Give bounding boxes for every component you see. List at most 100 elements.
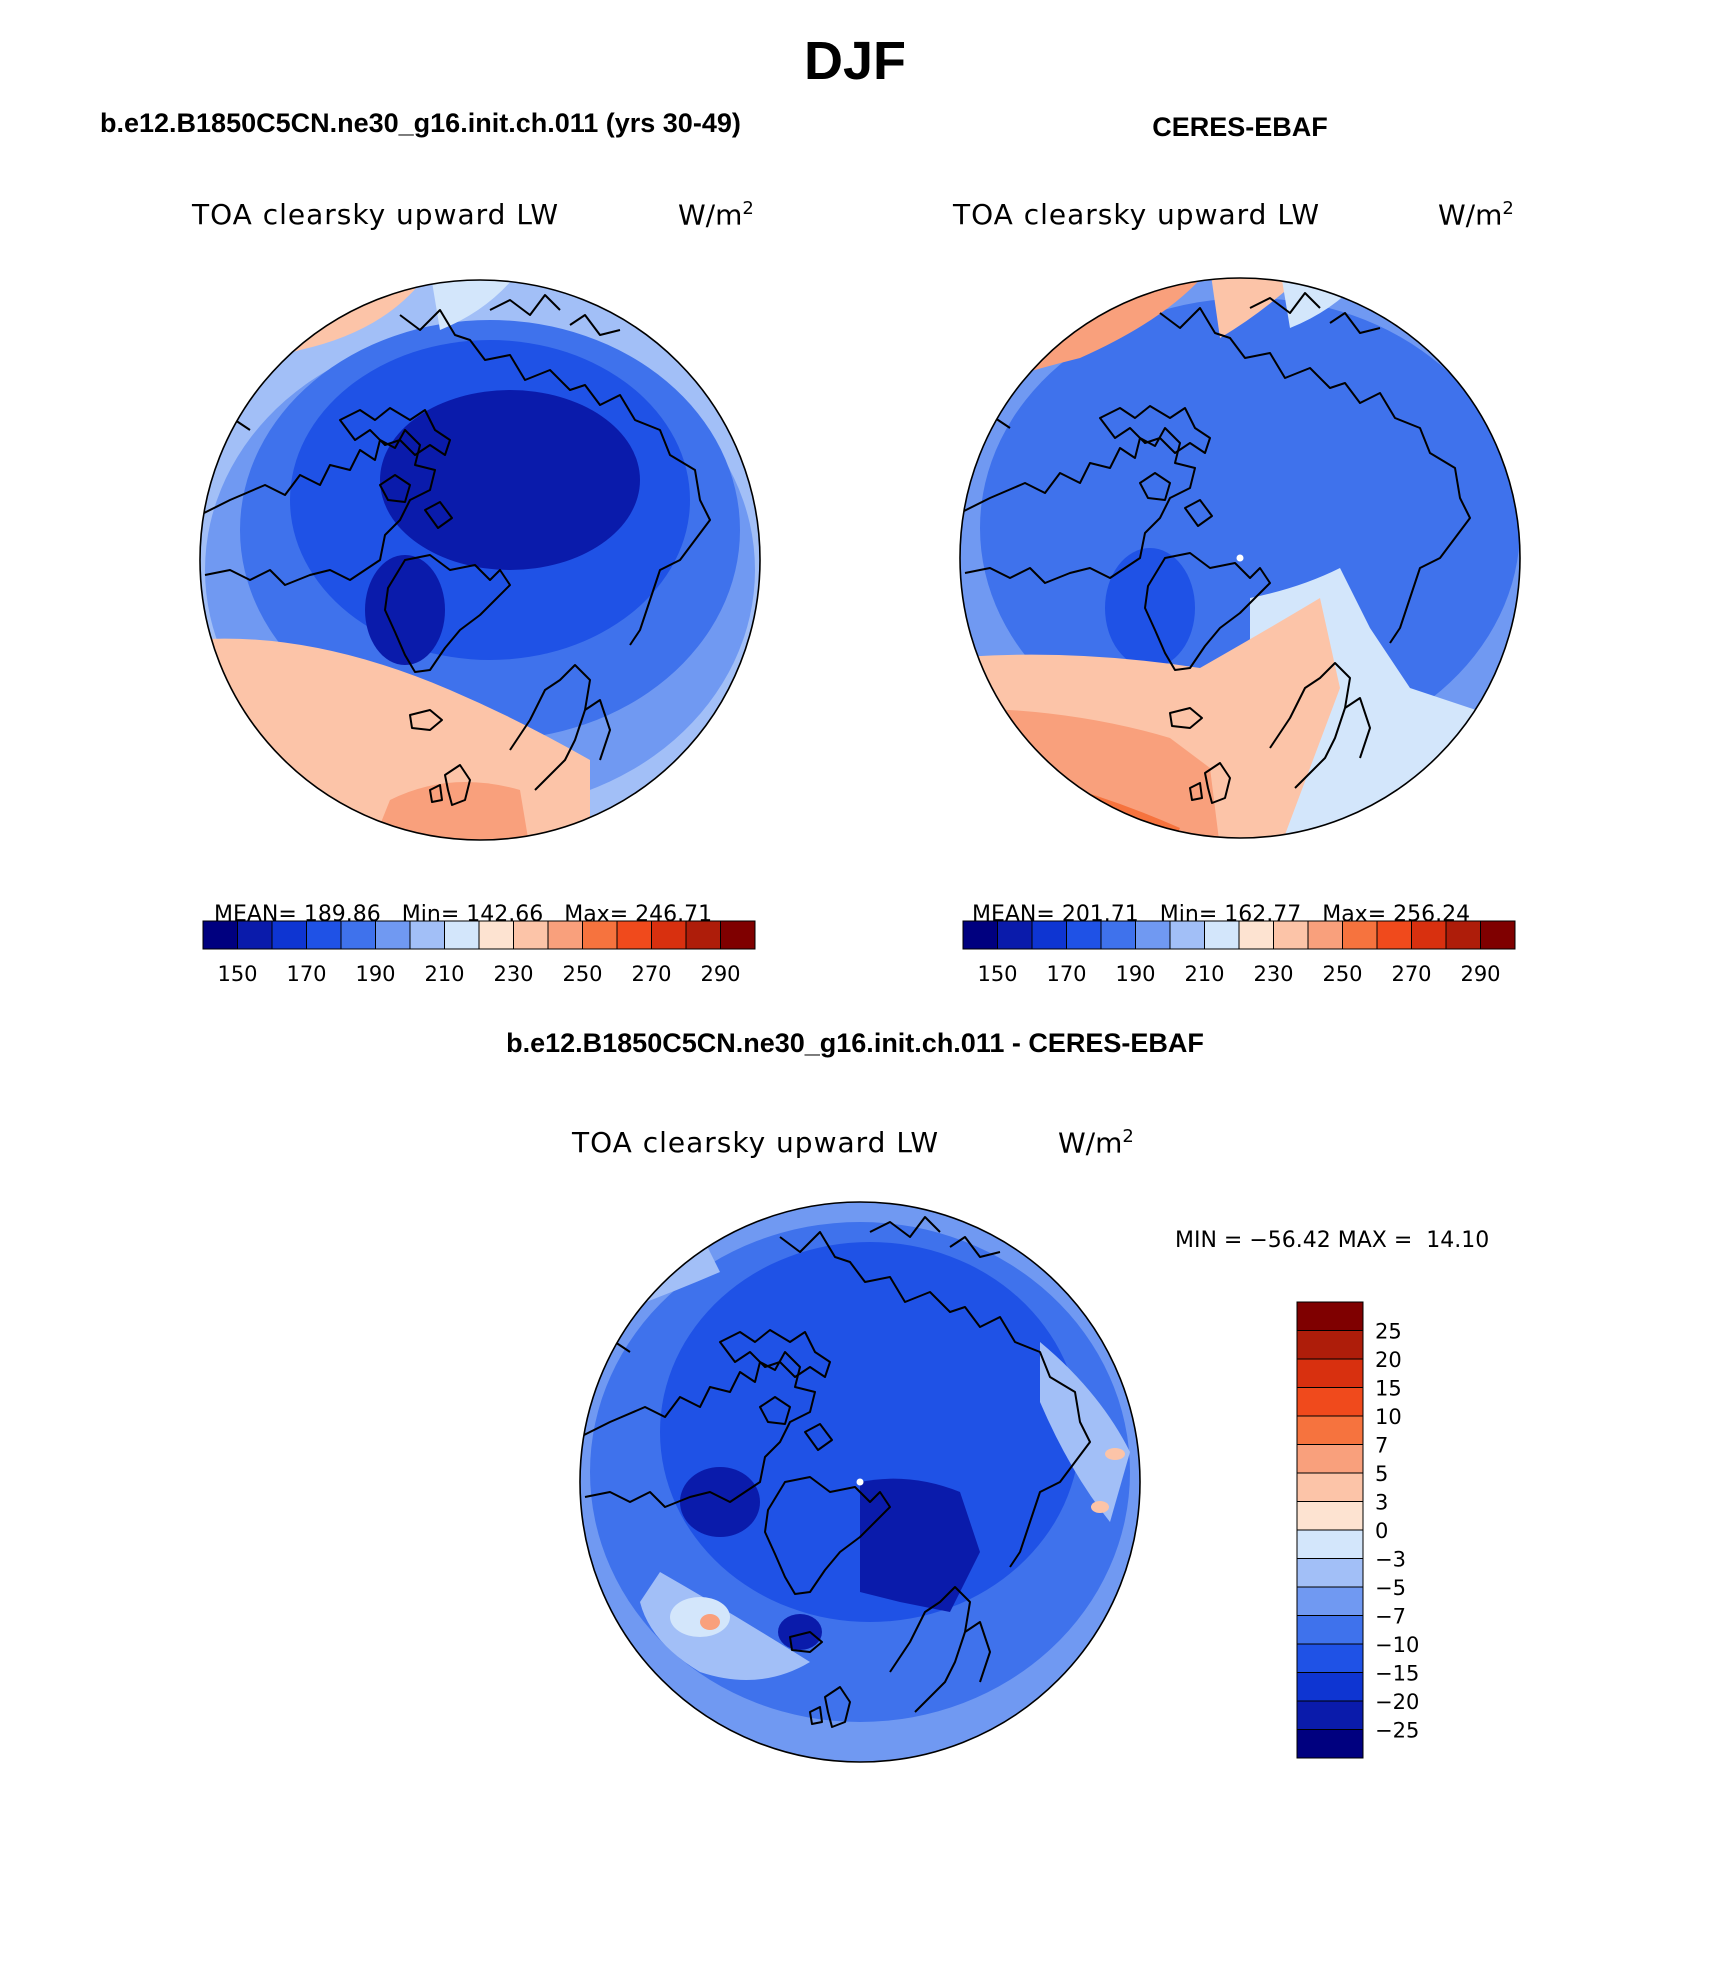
colorbar-swatch [1480, 920, 1516, 950]
colorbar-tick-label: 150 [217, 962, 257, 986]
coastline [1099, 405, 1211, 454]
obs-case-title: CERES-EBAF [1152, 112, 1328, 142]
colorbar-swatch [1296, 1558, 1364, 1588]
colorbar-tick-label: 230 [493, 962, 533, 986]
colorbar-swatch [547, 920, 583, 950]
colorbar-swatch [202, 920, 238, 950]
colorbar-swatch [340, 920, 376, 950]
colorbar-swatch [306, 920, 342, 950]
colorbar-tick-label: 170 [1046, 962, 1086, 986]
colorbar-swatch [582, 920, 618, 950]
colorbar-swatch [1296, 1700, 1364, 1730]
map-contour-region [700, 1614, 720, 1630]
colorbar-tick-label: 170 [286, 962, 326, 986]
model-units-label: W/m2 [678, 198, 754, 232]
coastline [379, 474, 453, 529]
colorbar-tick-label: 150 [977, 962, 1017, 986]
colorbar-tick-label: 270 [631, 962, 671, 986]
colorbar-swatch [616, 920, 652, 950]
colorbar-tick-label: 5 [1375, 1462, 1388, 1486]
colorbar-tick-label: 3 [1375, 1491, 1388, 1515]
coastline [1269, 662, 1371, 789]
colorbar-swatch [1296, 1501, 1364, 1531]
colorbar-swatch [1296, 1672, 1364, 1702]
colorbar-tick-label: 20 [1375, 1348, 1402, 1372]
colorbar-swatch [1296, 1615, 1364, 1645]
map-field [200, 280, 760, 840]
coastline [869, 1216, 1001, 1258]
colorbar-swatch [478, 920, 514, 950]
colorbar-swatch [1204, 920, 1240, 950]
colorbar-tick-label: −10 [1375, 1633, 1419, 1657]
colorbar-swatch [1296, 1586, 1364, 1616]
colorbar-tick-label: 290 [1460, 962, 1500, 986]
colorbar-swatch [1445, 920, 1481, 950]
colorbar-swatch [513, 920, 549, 950]
colorbar-swatch [1296, 1472, 1364, 1502]
colorbar-tick-label: 7 [1375, 1434, 1388, 1458]
colorbar-swatch [1296, 1330, 1364, 1360]
coastline [200, 429, 436, 586]
map-contour-region [1105, 1448, 1125, 1460]
colorbar-tick-label: 250 [562, 962, 602, 986]
colorbar-swatch [1031, 920, 1067, 950]
coastline [509, 664, 611, 791]
colorbar-swatch [1296, 1529, 1364, 1559]
coastline [384, 554, 511, 673]
colorbar-swatch [720, 920, 756, 950]
diff-map [579, 1201, 1141, 1763]
colorbar-swatch [444, 920, 480, 950]
colorbar-tick-label: 270 [1391, 962, 1431, 986]
colorbar-swatch [375, 920, 411, 950]
coastline [764, 1476, 891, 1595]
colorbar-swatch [1307, 920, 1343, 950]
coastline [1249, 292, 1381, 334]
coastline [1139, 472, 1213, 527]
obs-map [959, 277, 1521, 839]
map-contour-region [365, 555, 445, 665]
diff-variable-label: TOA clearsky upward LW [572, 1126, 940, 1159]
north-pole-marker [1236, 554, 1244, 562]
colorbar-tick-label: −20 [1375, 1690, 1419, 1714]
colorbar-swatch [1135, 920, 1171, 950]
colorbar-tick-label: 230 [1253, 962, 1293, 986]
obs-colorbar: 150 170 190 210 230 250 270 290 [962, 920, 1516, 986]
coastline [809, 1686, 851, 1728]
model-colorbar: 150 170 190 210 230 250 270 290 [202, 920, 756, 986]
map-contour-region [200, 280, 310, 360]
obs-units-label: W/m2 [1438, 198, 1514, 232]
colorbar-swatch [1411, 920, 1447, 950]
colorbar-swatch [1296, 1387, 1364, 1417]
colorbar-tick-label: 25 [1375, 1320, 1402, 1344]
map-contour-region [670, 1597, 730, 1637]
colorbar-tick-label: 0 [1375, 1519, 1388, 1543]
map-boundary [199, 279, 761, 841]
colorbar-tick-label: 10 [1375, 1405, 1402, 1429]
map-boundary [959, 277, 1521, 839]
map-contour-region [778, 1614, 822, 1650]
model-map [199, 279, 761, 841]
map-contour-region [860, 1478, 980, 1612]
north-pole-marker [856, 1478, 864, 1486]
coastline [580, 1351, 816, 1508]
coastline [889, 1586, 991, 1713]
colorbar-swatch [1376, 920, 1412, 950]
colorbar-swatch [1296, 1415, 1364, 1445]
colorbar-swatch [409, 920, 445, 950]
map-contour-region [1091, 1501, 1109, 1513]
colorbar-swatch [1169, 920, 1205, 950]
colorbar-tick-label: 210 [424, 962, 464, 986]
colorbar-tick-label: −25 [1375, 1719, 1419, 1743]
coastline [1189, 762, 1231, 804]
map-contour-region [1105, 548, 1195, 668]
map-boundary [579, 1201, 1141, 1763]
colorbar-swatch [1342, 920, 1378, 950]
colorbar-swatch [1238, 920, 1274, 950]
obs-variable-label: TOA clearsky upward LW [953, 198, 1321, 231]
diff-stats: MIN = −56.42 MAX = 14.10 [1175, 1228, 1490, 1253]
colorbar-swatch [1296, 1729, 1364, 1759]
map-field [580, 1202, 1140, 1762]
colorbar-swatch [1296, 1643, 1364, 1673]
map-contour-region [430, 280, 520, 330]
coastline [409, 709, 443, 731]
